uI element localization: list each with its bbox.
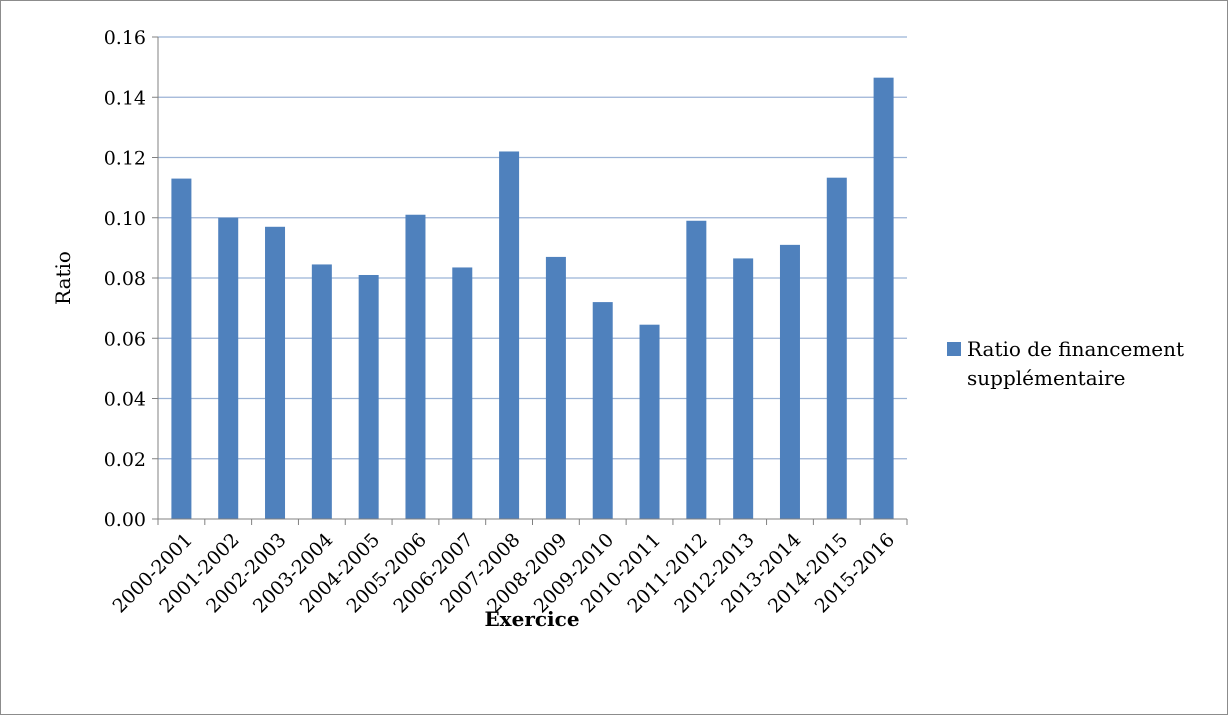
bar-2010-2011 (639, 324, 660, 519)
legend: Ratio de financement supplémentaire (947, 337, 1184, 390)
bar-2013-2014 (779, 244, 800, 520)
x-tick-labels: 2000-20012001-20022002-20032003-20042004… (108, 529, 899, 617)
bars-group (171, 77, 894, 520)
bar-2004-2005 (358, 274, 379, 519)
bar-2002-2003 (265, 226, 286, 519)
y-tick-label: 0.02 (104, 449, 146, 471)
bar-2011-2012 (686, 220, 707, 519)
bar-2014-2015 (826, 177, 847, 519)
y-tick-label: 0.08 (104, 268, 146, 290)
bar-2009-2010 (592, 302, 613, 519)
y-tick-label: 0.12 (104, 148, 146, 170)
bar-2008-2009 (545, 256, 566, 519)
legend-swatch (947, 342, 961, 356)
bar-2000-2001 (171, 178, 192, 519)
y-tick-label: 0.00 (104, 509, 146, 531)
y-tick-labels: 0.00 0.02 0.04 0.06 0.08 0.10 0.12 0.14 0.16 (104, 27, 146, 531)
bar-2007-2008 (499, 151, 520, 519)
y-tick-label: 0.14 (104, 87, 146, 109)
y-tick-label: 0.04 (104, 389, 146, 411)
bar-2012-2013 (733, 258, 754, 519)
bar-2001-2002 (218, 217, 239, 519)
y-tick-label: 0.10 (104, 208, 146, 230)
bar-2005-2006 (405, 214, 426, 520)
axes (152, 36, 908, 525)
bar-2003-2004 (311, 264, 332, 519)
legend-label-line-2: supplémentaire (967, 366, 1125, 390)
y-axis-title: Ratio (51, 251, 75, 305)
y-tick-label: 0.16 (104, 27, 146, 49)
bar-2015-2016 (873, 77, 894, 519)
y-tick-label: 0.06 (104, 328, 146, 350)
legend-label-line-1: Ratio de financement (967, 337, 1184, 361)
x-axis-title: Exercice (484, 607, 579, 631)
bar-2006-2007 (452, 267, 473, 519)
